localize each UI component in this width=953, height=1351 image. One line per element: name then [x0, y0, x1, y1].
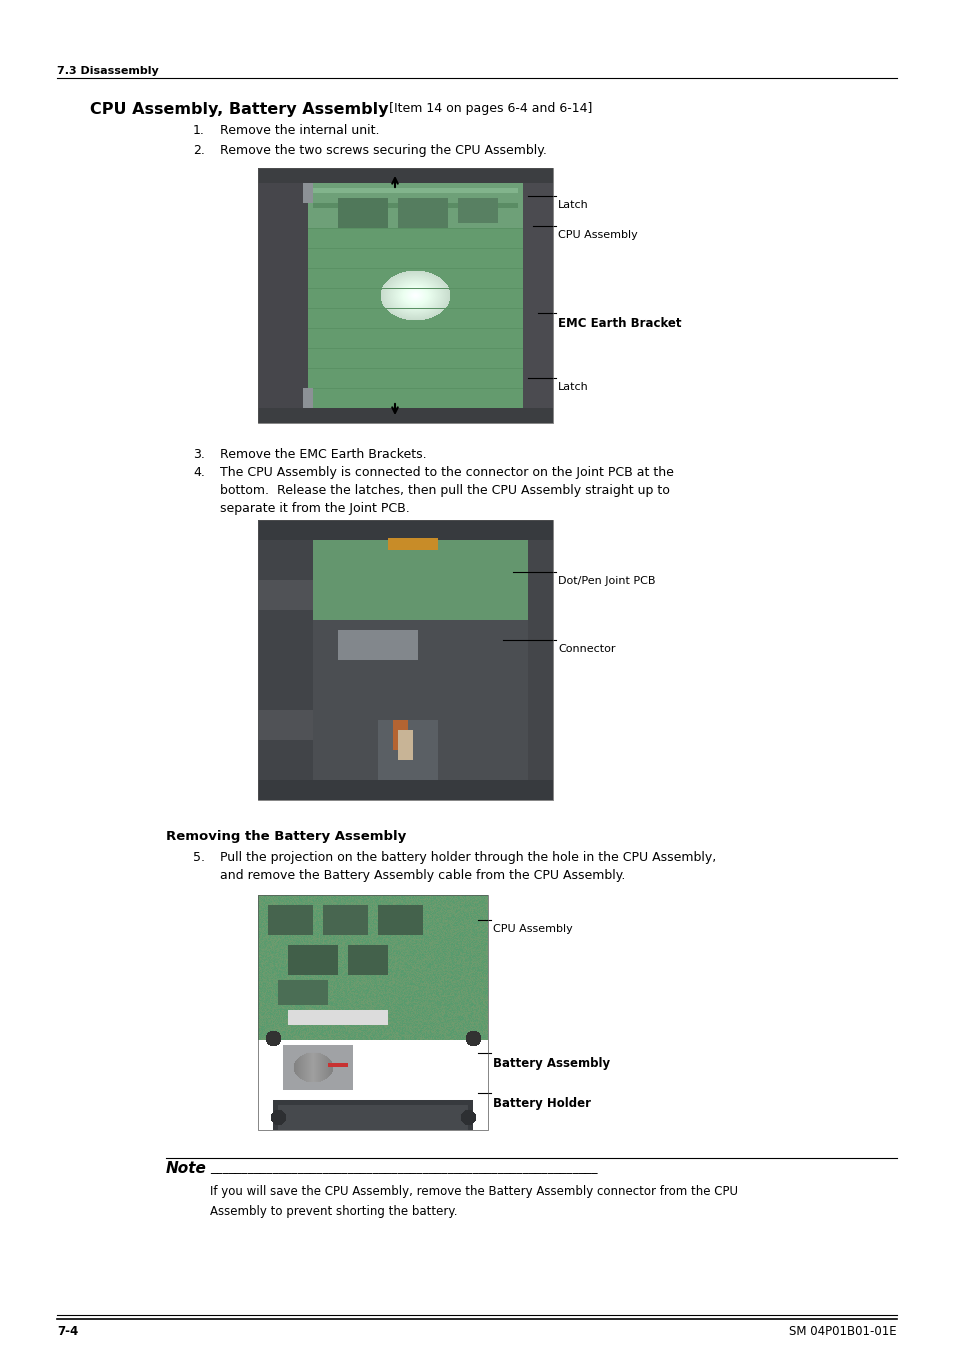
Text: Dot/Pen Joint PCB: Dot/Pen Joint PCB	[558, 576, 655, 586]
Text: 5.: 5.	[193, 851, 205, 865]
Text: Removing the Battery Assembly: Removing the Battery Assembly	[166, 830, 406, 843]
Text: If you will save the CPU Assembly, remove the Battery Assembly connector from th: If you will save the CPU Assembly, remov…	[210, 1185, 738, 1198]
Text: CPU Assembly: CPU Assembly	[493, 924, 572, 934]
Text: CPU Assembly: CPU Assembly	[558, 230, 638, 240]
Text: separate it from the Joint PCB.: separate it from the Joint PCB.	[220, 503, 410, 515]
Text: Remove the EMC Earth Brackets.: Remove the EMC Earth Brackets.	[220, 449, 426, 461]
Text: Battery Assembly: Battery Assembly	[493, 1056, 610, 1070]
Text: bottom.  Release the latches, then pull the CPU Assembly straight up to: bottom. Release the latches, then pull t…	[220, 484, 669, 497]
Bar	[257, 894, 488, 1129]
Text: 1.: 1.	[193, 124, 205, 136]
Text: The CPU Assembly is connected to the connector on the Joint PCB at the: The CPU Assembly is connected to the con…	[220, 466, 673, 480]
Text: EMC Earth Bracket: EMC Earth Bracket	[558, 317, 680, 330]
Text: Connector: Connector	[558, 644, 615, 654]
Bar	[257, 520, 553, 800]
Text: SM 04P01B01-01E: SM 04P01B01-01E	[788, 1325, 896, 1337]
Text: Latch: Latch	[558, 382, 588, 392]
Text: Note: Note	[166, 1161, 207, 1175]
Text: Battery Holder: Battery Holder	[493, 1097, 590, 1111]
Text: ______________________________________________________________: ________________________________________…	[210, 1161, 597, 1174]
Text: Remove the internal unit.: Remove the internal unit.	[220, 124, 379, 136]
Text: Pull the projection on the battery holder through the hole in the CPU Assembly,: Pull the projection on the battery holde…	[220, 851, 716, 865]
Text: and remove the Battery Assembly cable from the CPU Assembly.: and remove the Battery Assembly cable fr…	[220, 869, 625, 882]
Text: 2.: 2.	[193, 145, 205, 157]
Text: Remove the two screws securing the CPU Assembly.: Remove the two screws securing the CPU A…	[220, 145, 546, 157]
Text: CPU Assembly, Battery Assembly: CPU Assembly, Battery Assembly	[90, 101, 388, 118]
Text: 4.: 4.	[193, 466, 205, 480]
Text: 3.: 3.	[193, 449, 205, 461]
Text: [Item 14 on pages 6-4 and 6-14]: [Item 14 on pages 6-4 and 6-14]	[385, 101, 592, 115]
Bar	[257, 168, 553, 423]
Text: 7.3 Disassembly: 7.3 Disassembly	[57, 66, 158, 76]
Text: 7-4: 7-4	[57, 1325, 78, 1337]
Text: Latch: Latch	[558, 200, 588, 209]
Text: Assembly to prevent shorting the battery.: Assembly to prevent shorting the battery…	[210, 1205, 457, 1219]
